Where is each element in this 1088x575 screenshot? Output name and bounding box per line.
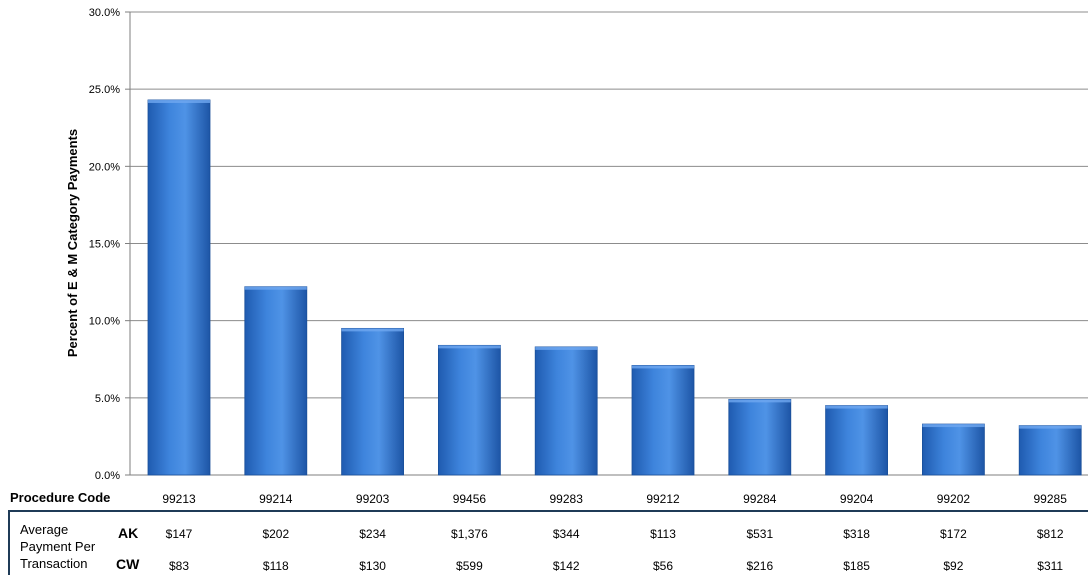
row-key-ak: AK: [118, 525, 138, 541]
payment-value-cw: $92: [943, 559, 963, 573]
payment-value-ak: $531: [746, 527, 773, 541]
x-tick-label: 99212: [646, 492, 680, 506]
payment-value-cw: $216: [746, 559, 773, 573]
bar-top-highlight: [825, 405, 888, 409]
payment-table-border: [8, 510, 1088, 575]
y-tick-label: 20.0%: [89, 161, 120, 173]
payment-value-ak: $147: [166, 527, 193, 541]
y-tick-label: 5.0%: [95, 393, 120, 405]
y-axis-ticks: 0.0% 5.0% 10.0% 15.0% 20.0% 25.0% 30.0%: [89, 7, 120, 482]
payment-table: Average Payment Per Transaction AK CW $1…: [8, 510, 1088, 575]
bar-99284: [728, 398, 792, 476]
x-tick-label: 99203: [356, 492, 390, 506]
payment-value-ak: $318: [843, 527, 870, 541]
payment-value-ak: $172: [940, 527, 967, 541]
y-axis-label: Percent of E & M Category Payments: [65, 129, 80, 357]
x-tick-label: 99456: [453, 492, 487, 506]
bar-99203: [341, 327, 405, 476]
bar-99212: [631, 365, 695, 476]
payment-value-cw: $130: [359, 559, 386, 573]
payment-value-cw: $142: [553, 559, 580, 573]
bar-top-highlight: [341, 328, 404, 332]
payment-value-ak: $113: [650, 527, 676, 541]
bar-top-highlight: [632, 365, 694, 369]
payment-label-line-3: Transaction: [20, 556, 87, 571]
x-tick-label: 99214: [259, 492, 293, 506]
payment-label-line-1: Average: [20, 522, 68, 537]
x-tick-label: 99204: [840, 492, 874, 506]
payment-value-ak: $1,376: [451, 527, 488, 541]
bar-99285: [1018, 425, 1082, 476]
payment-value-cw: $118: [263, 559, 289, 573]
bar-99456: [437, 344, 501, 476]
payment-value-ak: $202: [262, 527, 289, 541]
x-axis-ticks: 99213 99214 99203 99456 99283 99212 99284 99204…: [162, 492, 1067, 506]
payment-value-cw: $56: [653, 559, 673, 573]
bar-99214: [244, 286, 308, 476]
payment-value-cw: $185: [843, 559, 870, 573]
payment-value-cw: $311: [1037, 559, 1063, 573]
payment-label-line-2: Payment Per: [20, 539, 96, 554]
x-tick-label: 99283: [550, 492, 584, 506]
x-tick-label: 99285: [1034, 492, 1068, 506]
y-tick-label: 15.0%: [89, 239, 120, 251]
payment-value-cw: $599: [456, 559, 483, 573]
y-tick-label: 25.0%: [89, 84, 120, 96]
bar-99283: [534, 346, 598, 476]
bar-top-highlight: [244, 286, 307, 290]
y-tick-label: 10.0%: [89, 316, 120, 328]
payment-value-ak: $812: [1037, 527, 1064, 541]
x-tick-label: 99284: [743, 492, 777, 506]
bar-top-highlight: [728, 399, 791, 403]
x-tick-label: 99202: [937, 492, 971, 506]
bar-top-highlight: [438, 345, 501, 349]
payment-value-ak: $234: [359, 527, 386, 541]
y-tick-label: 0.0%: [95, 470, 120, 482]
bar-top-highlight: [922, 424, 985, 428]
bar-99202: [922, 423, 985, 476]
x-tick-label: 99213: [162, 492, 196, 506]
payment-value-cw: $83: [169, 559, 189, 573]
bars: [147, 99, 1082, 476]
bar-top-highlight: [148, 99, 210, 103]
bar-top-highlight: [1019, 425, 1082, 429]
row-key-cw: CW: [116, 556, 140, 572]
y-tick-label: 30.0%: [89, 7, 120, 19]
bar-99204: [825, 405, 888, 476]
bar-top-highlight: [535, 346, 598, 350]
payment-values: $147 $83 $202 $118 $234 $130 $1,376 $599 $344 $14…: [166, 527, 1064, 573]
x-axis-label: Procedure Code: [10, 490, 110, 505]
bar-99213: [147, 99, 211, 476]
payment-value-ak: $344: [553, 527, 580, 541]
